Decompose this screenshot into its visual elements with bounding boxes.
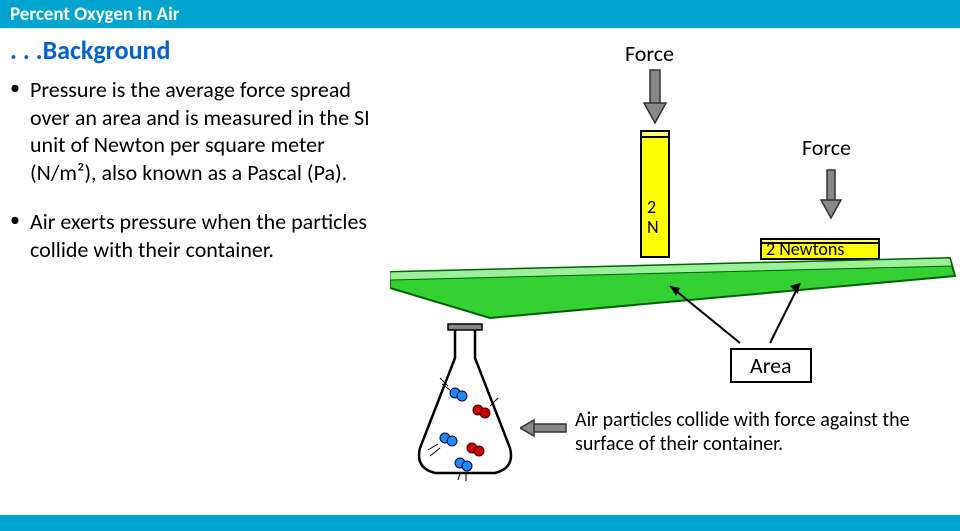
caption-text: Air particles collide with force against… — [575, 408, 945, 456]
footer-bar — [0, 515, 960, 531]
arrow-left-icon — [520, 418, 570, 438]
arrow-down-icon — [818, 168, 844, 224]
left-column: • Pressure is the average force spread o… — [10, 68, 390, 513]
bullet-2-text: Air exerts pressure when the particles c… — [30, 208, 370, 263]
content-area: • Pressure is the average force spread o… — [0, 68, 960, 513]
force-label-1: Force — [625, 40, 674, 67]
subtitle: . . .Background — [0, 28, 960, 68]
bullet-dot-icon: • — [10, 76, 30, 186]
bullet-1: • Pressure is the average force spread o… — [10, 76, 370, 186]
bullet-dot-icon: • — [10, 208, 30, 263]
block-value: 2 — [647, 198, 656, 218]
right-column: Force 2 N Force 2 Newtons Area — [390, 68, 950, 513]
flask-diagram — [400, 318, 540, 488]
force-label-2: Force — [802, 134, 851, 161]
area-label: Area — [730, 348, 812, 383]
bullet-1-text: Pressure is the average force spread ove… — [30, 76, 370, 186]
block-unit: N — [647, 218, 659, 238]
arrow-down-icon — [640, 68, 670, 128]
title-bar: Percent Oxygen in Air — [0, 0, 960, 28]
page-title: Percent Oxygen in Air — [10, 3, 180, 26]
bullet-2: • Air exerts pressure when the particles… — [10, 208, 370, 263]
subtitle-text: . . .Background — [10, 34, 170, 66]
yellow-block-tall — [640, 130, 670, 258]
